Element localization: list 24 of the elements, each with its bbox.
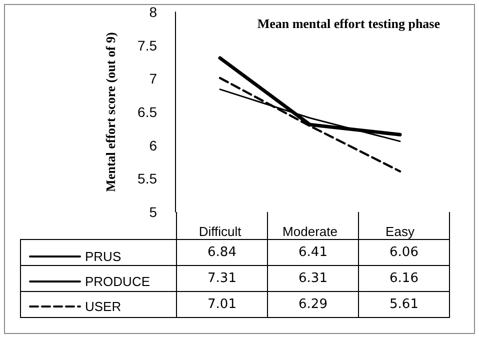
data-label: 6.06	[358, 240, 450, 266]
legend-label: PRUS	[85, 249, 122, 264]
data-label: 6.84	[176, 240, 268, 266]
data-label: 7.01	[176, 292, 268, 318]
y-tick-label: 5	[149, 204, 158, 220]
y-tick-label: 7	[149, 70, 158, 87]
chart-title: Mean mental effort testing phase	[257, 16, 440, 31]
legend-label: USER	[85, 299, 122, 314]
x-tick-label: Easy	[386, 224, 415, 239]
data-label: 6.31	[268, 266, 358, 292]
y-axis-title: Mental effort score (out of 9)	[103, 32, 118, 192]
y-tick-label: 5.5	[138, 170, 158, 187]
data-label: 7.31	[176, 266, 268, 292]
y-tick-label: 8	[149, 4, 158, 20]
data-label: 6.16	[358, 266, 450, 292]
legend-label: PRODUCE	[85, 274, 150, 289]
x-tick-label: Moderate	[282, 224, 338, 239]
y-tick-label: 7.5	[138, 37, 158, 54]
x-tick-label: Difficult	[198, 224, 242, 239]
data-label: 6.41	[268, 240, 358, 266]
y-tick-label: 6.5	[138, 104, 158, 120]
data-label: 6.29	[268, 292, 358, 318]
y-tick-label: 6	[149, 137, 158, 154]
data-label: 5.61	[358, 292, 450, 318]
